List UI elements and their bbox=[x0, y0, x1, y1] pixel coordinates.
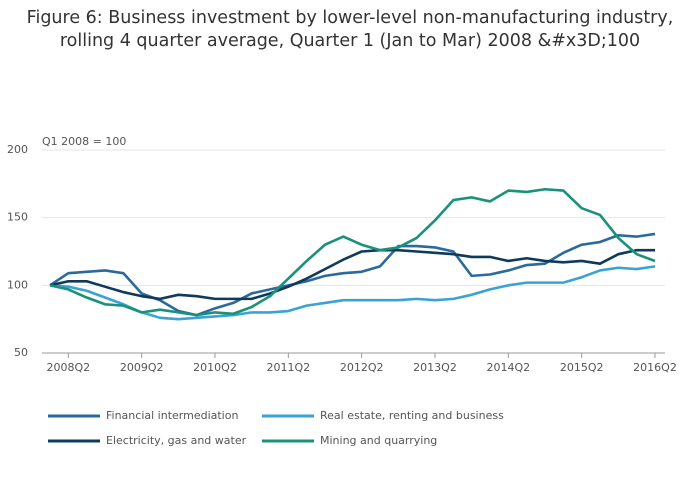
line-series bbox=[49, 232, 656, 317]
x-tick-label: 2012Q2 bbox=[340, 361, 384, 374]
legend-label: Mining and quarrying bbox=[320, 434, 437, 447]
annotation: Q1 2008 = 100 bbox=[42, 135, 126, 148]
y-tick-label: 50 bbox=[14, 346, 28, 359]
x-tick-label: 2008Q2 bbox=[47, 361, 91, 374]
x-tick-label: 2013Q2 bbox=[413, 361, 457, 374]
legend-label: Real estate, renting and business bbox=[320, 409, 504, 422]
line-series bbox=[49, 265, 656, 321]
x-tick-label: 2016Q2 bbox=[633, 361, 677, 374]
y-tick-label: 150 bbox=[7, 211, 28, 224]
x-tick-label: 2010Q2 bbox=[193, 361, 237, 374]
x-tick-label: 2014Q2 bbox=[487, 361, 531, 374]
x-tick-label: 2009Q2 bbox=[120, 361, 164, 374]
y-tick-label: 200 bbox=[7, 143, 28, 156]
legend-label: Financial intermediation bbox=[106, 409, 238, 422]
line-series bbox=[49, 187, 656, 317]
line-series bbox=[49, 248, 655, 301]
x-tick-label: 2011Q2 bbox=[267, 361, 311, 374]
legend-label: Electricity, gas and water bbox=[106, 434, 247, 447]
chart-title: Figure 6: Business investment by lower-l… bbox=[27, 8, 674, 51]
y-tick-label: 100 bbox=[7, 278, 28, 291]
x-tick-label: 2015Q2 bbox=[560, 361, 604, 374]
